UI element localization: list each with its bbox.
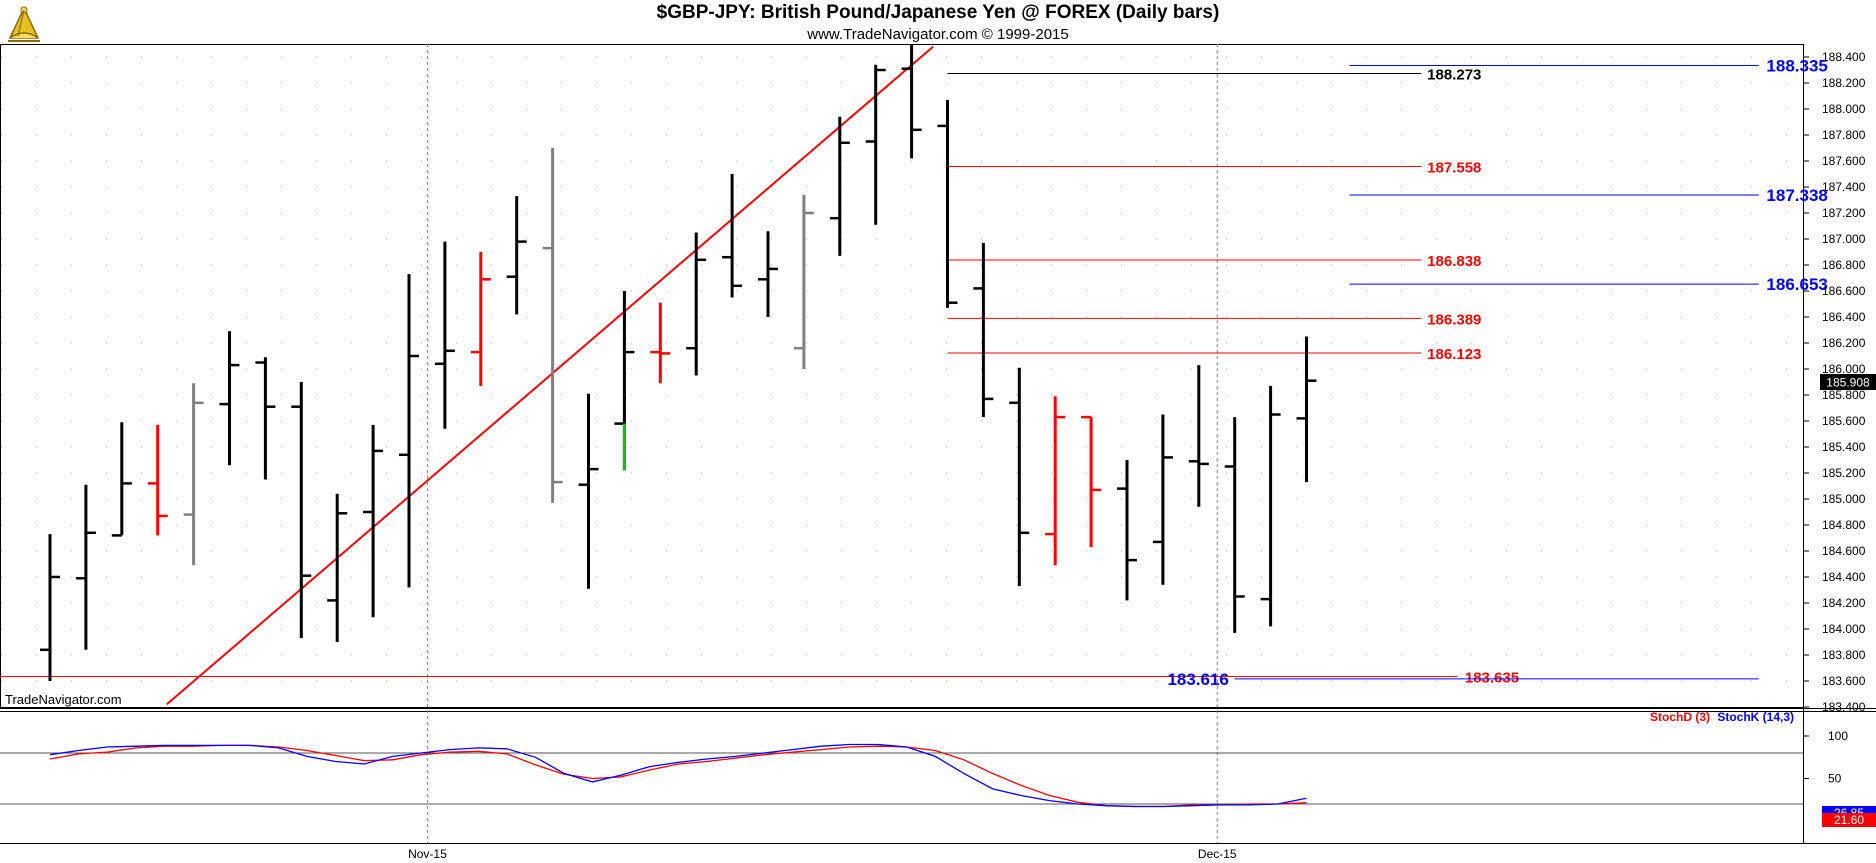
ohlc-bar: [937, 99, 958, 308]
ohlc-bar: [470, 252, 491, 386]
price-axis-label: 188.400: [1822, 50, 1866, 64]
price-axis-label: 187.600: [1822, 154, 1866, 168]
level-label: 183.635: [1465, 669, 1519, 686]
ohlc-bar: [578, 393, 599, 589]
ohlc-bar: [973, 242, 994, 418]
sextant-logo-icon: [8, 6, 40, 42]
price-axis-label: 184.400: [1822, 570, 1866, 584]
last-price-tag-bg: [1820, 374, 1876, 390]
level-label: 186.653: [1766, 275, 1827, 294]
price-axis-label: 185.800: [1822, 388, 1866, 402]
ohlc-bar: [793, 194, 814, 369]
ohlc-bar: [111, 422, 132, 537]
date-gridlines: [426, 44, 1218, 843]
chart-subtitle: www.TradeNavigator.com © 1999-2015: [807, 26, 1069, 43]
stoch-series-line: [49, 744, 1307, 808]
ohlc-bar: [40, 534, 60, 681]
watermark: TradeNavigator.com: [5, 692, 122, 707]
chart-header: $GBP-JPY: British Pound/Japanese Yen @ F…: [0, 0, 1876, 44]
ohlc-bar: [1260, 385, 1281, 627]
level-label: 187.558: [1427, 159, 1481, 176]
ohlc-bar: [1296, 336, 1317, 483]
level-label: 183.616: [1167, 670, 1228, 689]
ohlc-bar: [75, 484, 96, 650]
ohlc-bar: [291, 382, 312, 639]
level-label: 188.273: [1427, 67, 1481, 84]
ohlc-bar: [363, 424, 384, 618]
ohlc-bar: [1081, 415, 1102, 548]
ohlc-bar: [686, 232, 707, 376]
chart-title: $GBP-JPY: British Pound/Japanese Yen @ F…: [656, 2, 1220, 23]
ohlc-bar: [147, 424, 168, 536]
level-label: 186.389: [1427, 311, 1481, 328]
ohlc-bar: [829, 116, 850, 256]
ohlc-bar: [1224, 417, 1245, 633]
price-axis-label: 186.200: [1822, 336, 1866, 350]
price-axis-label: 184.600: [1822, 544, 1866, 558]
trendline: [166, 45, 934, 706]
stoch-axis-label: 50: [1828, 772, 1842, 786]
ohlc-bar: [758, 231, 778, 317]
ohlc-bar: [1117, 460, 1137, 601]
legend-stochD: StochD (3): [1650, 710, 1710, 724]
ohlc-bar: [1188, 365, 1209, 507]
last-price-tag: 185.908: [1826, 376, 1870, 390]
level-label: 188.335: [1766, 56, 1827, 75]
price-axis-label: 184.800: [1822, 518, 1866, 532]
level-label: 186.838: [1427, 253, 1481, 270]
ohlc-bar: [650, 302, 671, 384]
grid: [1, 56, 1803, 682]
level-label: 187.338: [1766, 186, 1827, 205]
price-levels: 188.335 187.338 186.653 188.273 187.558 186.8…: [0, 56, 1828, 689]
ohlc-bar: [219, 331, 240, 466]
price-axis-label: 183.600: [1822, 674, 1866, 688]
ohlc-bar: [542, 148, 563, 503]
price-axis-label: 185.200: [1822, 466, 1866, 480]
price-axis-label: 184.200: [1822, 596, 1866, 610]
date-axis: Nov-15 Dec-15: [408, 847, 1237, 861]
ohlc-bar: [901, 42, 922, 159]
price-axis-label: 185.400: [1822, 440, 1866, 454]
price-axis-label: 187.200: [1822, 206, 1866, 220]
price-axis-label: 185.000: [1822, 492, 1866, 506]
stochD-value-tag: 21.60: [1834, 813, 1864, 827]
price-axis-label: 187.400: [1822, 180, 1866, 194]
ohlc-bar: [327, 493, 348, 642]
trendline-segment: [166, 45, 934, 706]
ohlc-bars: [40, 42, 1317, 681]
price-axis-label: 188.000: [1822, 102, 1866, 116]
price-axis-label: 183.800: [1822, 648, 1866, 662]
price-axis-label: 186.800: [1822, 258, 1866, 272]
ohlc-bar: [722, 174, 743, 298]
ohlc-bar: [1152, 414, 1173, 585]
ohlc-bar: [1045, 396, 1066, 566]
price-axis-label: 187.000: [1822, 232, 1866, 246]
price-panel-border: [0, 44, 1804, 708]
stoch-axis-label: 100: [1828, 729, 1848, 743]
price-axis-label: 186.400: [1822, 310, 1866, 324]
price-axis-label: 186.000: [1822, 362, 1866, 376]
date-axis-label: Dec-15: [1198, 847, 1237, 861]
price-axis: 183.400 183.600 183.800 184.000 184.200 184.4…: [1803, 50, 1866, 714]
ohlc-bar: [434, 241, 455, 429]
ohlc-bar: [506, 196, 527, 315]
stochastic-panel: 100 50: [0, 729, 1848, 808]
ohlc-bar: [399, 274, 419, 588]
legend-stochK: StochK (14,3): [1717, 710, 1794, 724]
date-axis-label: Nov-15: [408, 847, 447, 861]
level-label: 186.123: [1427, 346, 1481, 363]
price-axis-label: 185.600: [1822, 414, 1866, 428]
price-axis-label: 188.200: [1822, 76, 1866, 90]
price-axis-label: 186.600: [1822, 284, 1866, 298]
ohlc-bar: [255, 357, 276, 480]
price-axis-label: 187.800: [1822, 128, 1866, 142]
price-axis-label: 183.400: [1822, 700, 1866, 714]
price-axis-label: 184.000: [1822, 622, 1866, 636]
ohlc-bar: [183, 383, 204, 566]
stochD-value-tag-bg: [1822, 813, 1876, 827]
ohlc-bar: [865, 64, 886, 225]
stoch-series-line: [49, 743, 1307, 808]
ohlc-bar: [1009, 367, 1030, 587]
